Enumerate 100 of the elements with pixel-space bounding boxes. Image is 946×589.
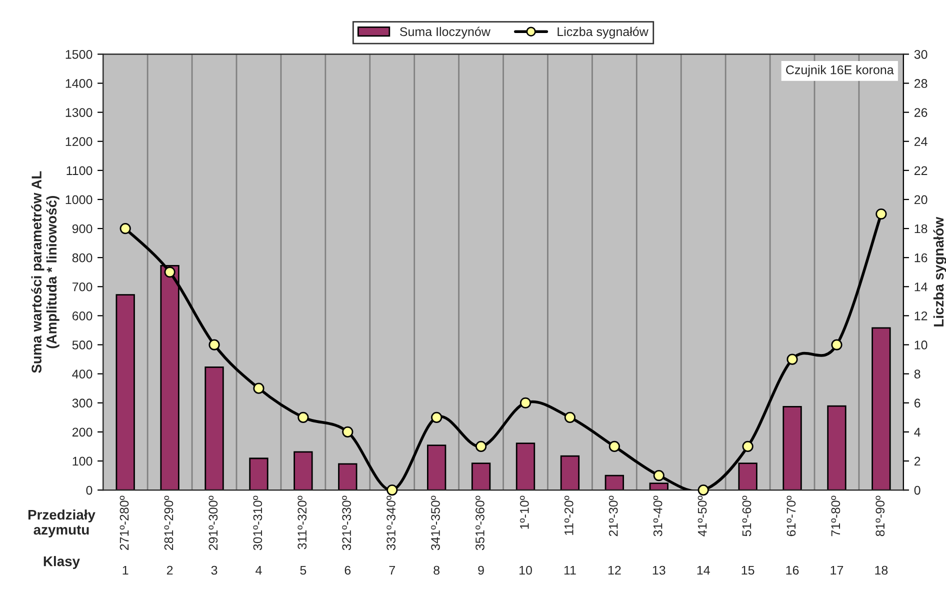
point [876, 208, 887, 220]
bar [560, 455, 580, 490]
legend-label: Suma Iloczynów [400, 26, 490, 39]
y-tick-label: 1100 [66, 166, 92, 176]
legend-label: Liczba sygnałów [558, 26, 648, 39]
bar [782, 406, 802, 490]
x-tick-label: 41º-50º [698, 496, 707, 536]
point [431, 412, 442, 423]
x-tick-label: 31º-40º [653, 496, 662, 536]
y2-tick-label: 16 [914, 253, 928, 262]
x-tick-label: 81º-90º [876, 496, 885, 536]
bar [516, 442, 536, 490]
text: 2 [166, 566, 173, 575]
x-tick-label: 331º-340º [386, 496, 396, 550]
point [520, 397, 532, 408]
point [386, 484, 398, 496]
x-tick-label: 341º-350º [431, 496, 440, 550]
text: 11 [564, 566, 576, 575]
bar [471, 462, 491, 490]
x-tick-label: 281º-290º [164, 496, 174, 550]
y-tick-label: 1500 [66, 50, 92, 59]
bar [604, 474, 624, 490]
bar [249, 458, 268, 490]
point [698, 484, 709, 496]
y-tick-label: 500 [72, 340, 92, 350]
y2-tick-label: 28 [914, 79, 928, 88]
text: 15 [742, 566, 754, 575]
bar [426, 444, 446, 490]
text: 3 [211, 566, 218, 575]
y-tick-label: 400 [72, 370, 92, 378]
x-tick-label: 291º-300º [208, 496, 218, 550]
y2-tick-label: 26 [914, 108, 928, 117]
text: 9 [478, 566, 484, 575]
y-tick-label: 100 [72, 456, 92, 466]
y-tick-label: 200 [72, 428, 92, 437]
x-tick-label: 21º-30º [608, 496, 618, 536]
text: Klasy [44, 556, 80, 569]
text: 16 [786, 566, 799, 575]
y2-tick-label: 24 [914, 137, 928, 146]
point [342, 426, 354, 438]
point [742, 440, 754, 452]
y2-tick-label: 20 [914, 195, 928, 204]
bar [872, 327, 891, 490]
y-tick-label: 1000 [66, 195, 92, 204]
x-tick-label: 51º-60º [742, 496, 752, 536]
point [831, 339, 842, 350]
x-tick-label: 11º-20º [564, 496, 574, 535]
text: 14 [697, 566, 710, 575]
x-tick-label: 351º-360º [476, 496, 484, 550]
y-tick-label: 300 [72, 398, 92, 408]
y2-tick-label: 0 [914, 486, 920, 495]
text: Przedziały azymutu [28, 509, 96, 538]
point [164, 266, 176, 278]
y-tick-label: 700 [72, 282, 92, 292]
point [208, 339, 220, 350]
text: 1 [122, 566, 128, 575]
text: 5 [300, 566, 306, 575]
y2-axis-title: Liczba sygnałów [933, 216, 946, 326]
y2-tick-label: 2 [914, 456, 920, 466]
annotation: Czujnik 16E korona [786, 65, 894, 77]
y2-tick-label: 6 [914, 398, 920, 408]
point [298, 412, 309, 423]
text: 12 [608, 566, 621, 575]
y-tick-label: 0 [86, 486, 92, 495]
y2-tick-label: 30 [914, 50, 928, 59]
text: 6 [344, 566, 351, 575]
text: 13 [652, 566, 666, 575]
y2-tick-label: 4 [914, 428, 920, 436]
y2-tick-label: 10 [914, 340, 928, 350]
y-tick-label: 600 [72, 312, 92, 320]
text: 18 [875, 566, 888, 575]
y2-tick-label: 14 [914, 282, 928, 292]
y-tick-label: 1300 [66, 108, 92, 117]
bar [827, 405, 846, 490]
point [564, 412, 576, 423]
x-tick-label: 311º-320º [298, 496, 307, 550]
point [653, 470, 664, 482]
y2-tick-label: 12 [914, 312, 928, 320]
y-tick-label: 1200 [66, 137, 92, 146]
y-tick-label: 800 [72, 253, 92, 262]
y2-tick-label: 8 [914, 370, 920, 378]
y2-tick-label: 22 [914, 166, 928, 175]
text: 17 [830, 566, 844, 575]
text: 8 [434, 566, 440, 575]
point [120, 222, 131, 234]
point [786, 354, 798, 365]
bar [204, 366, 224, 490]
bar [294, 451, 313, 490]
x-tick-label: 301º-310º [253, 496, 262, 550]
y2-tick-label: 18 [914, 224, 928, 234]
x-tick-label: 71º-80º [831, 496, 840, 536]
x-tick-label: 61º-70º [786, 496, 796, 536]
bar [116, 294, 135, 490]
y-tick-label: 1400 [66, 79, 92, 88]
x-tick-label: 321º-330º [342, 496, 352, 550]
point [608, 440, 620, 452]
y-tick-label: 900 [72, 224, 92, 234]
x-tick-label: 271º-280º [120, 496, 129, 550]
text: 7 [389, 566, 395, 575]
text: 4 [256, 566, 262, 575]
